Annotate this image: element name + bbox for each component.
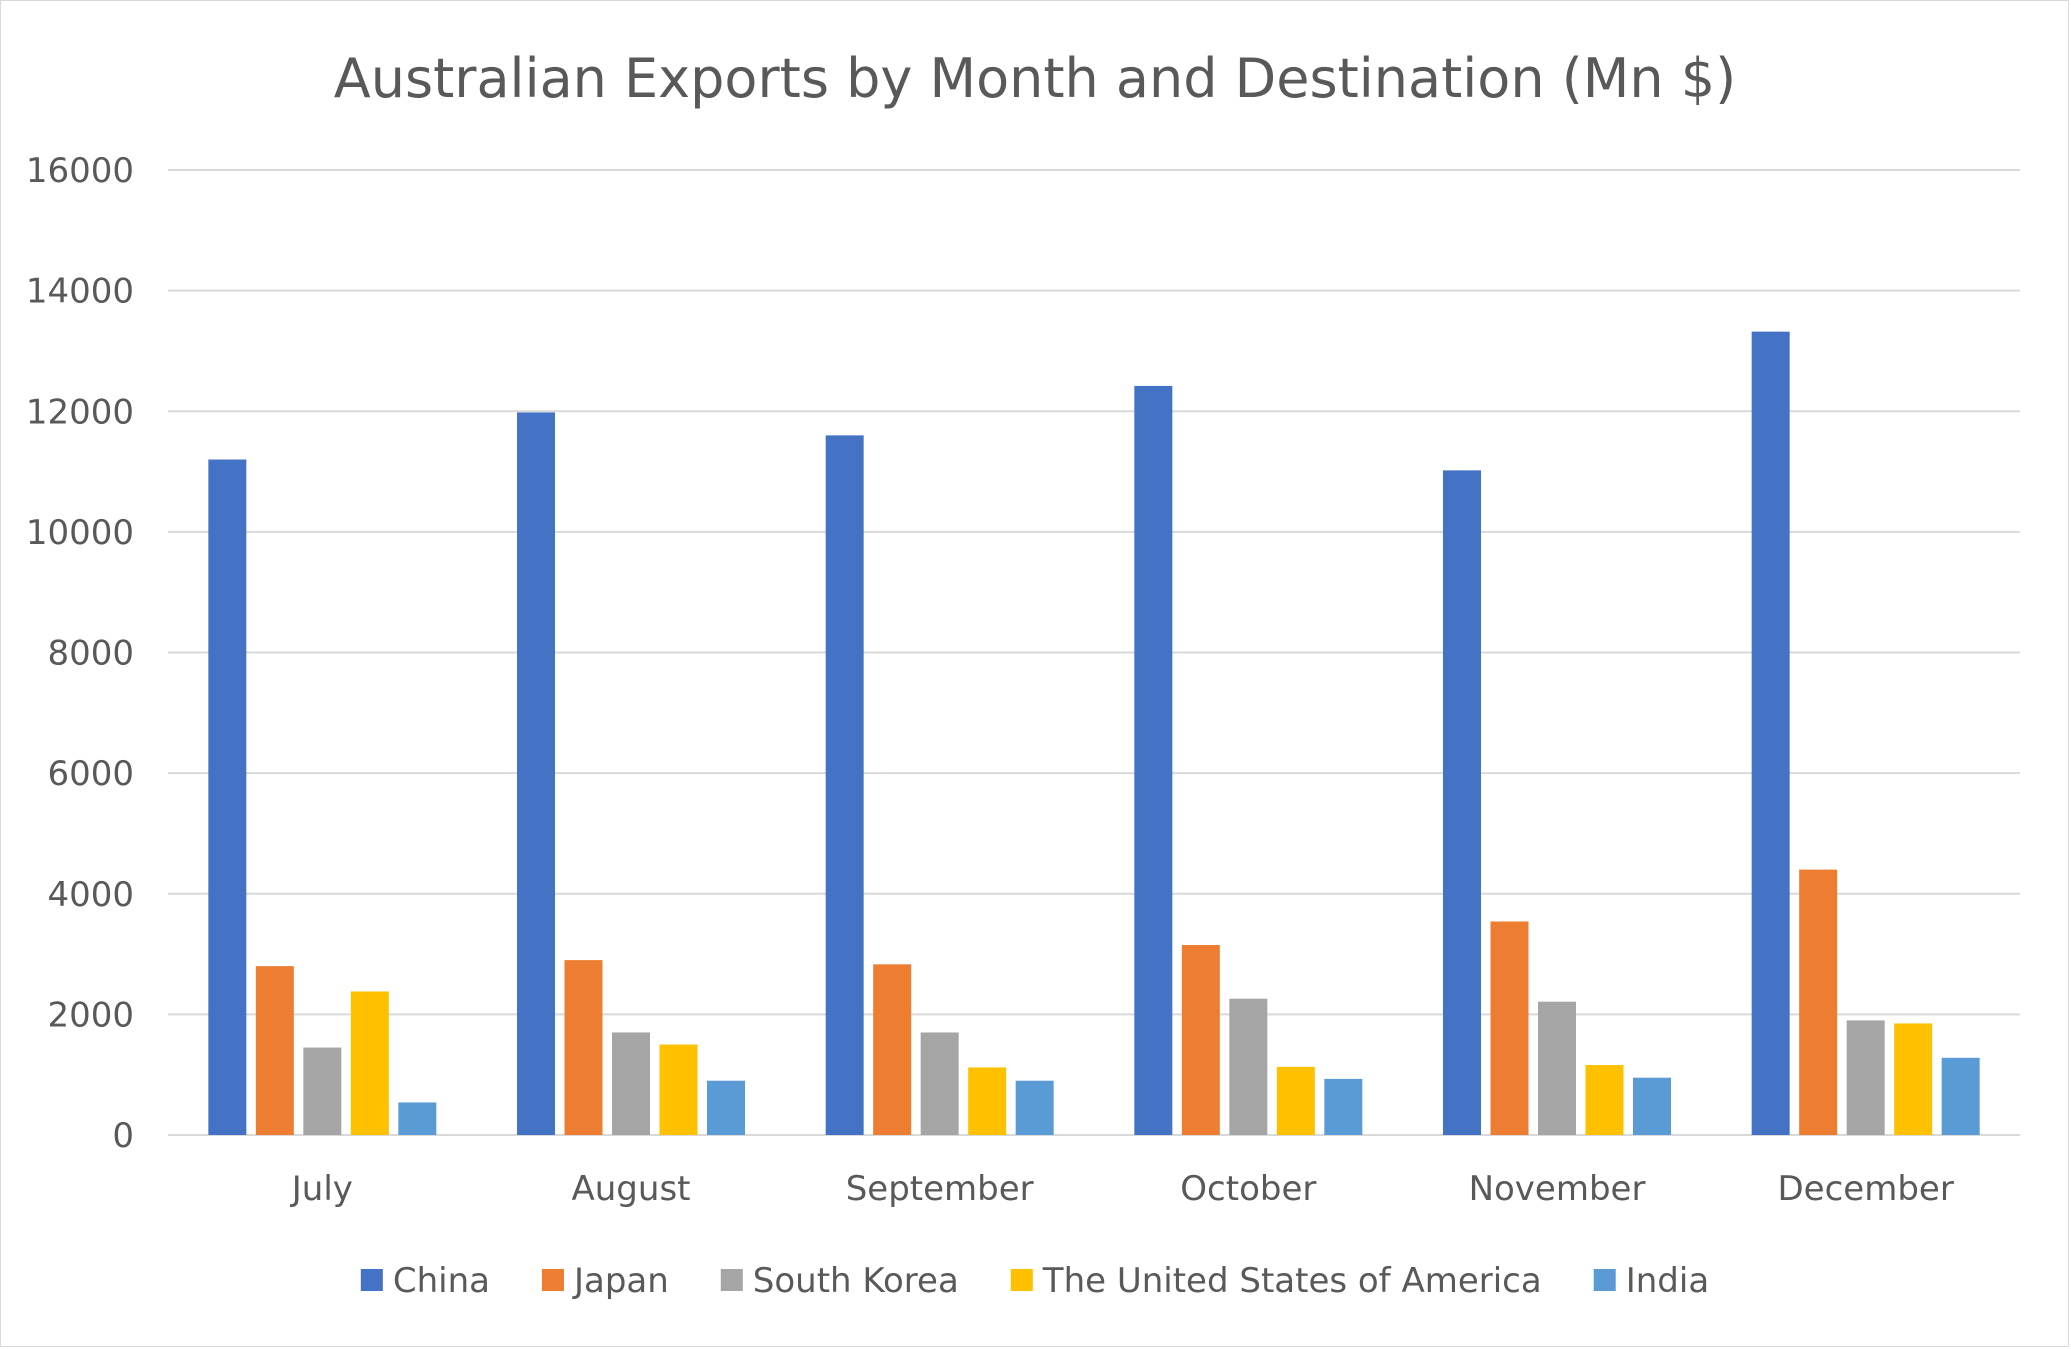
x-axis-ticks: July August September October November Decemb… bbox=[290, 1169, 1954, 1209]
bar-december-japan bbox=[1799, 869, 1838, 1135]
y-tick-label: 14000 bbox=[26, 272, 134, 312]
bar-november-south-korea bbox=[1538, 1001, 1576, 1135]
bar-september-the-united-states-of-america bbox=[968, 1067, 1007, 1135]
x-tick-label: September bbox=[846, 1169, 1034, 1209]
legend-label: The United States of America bbox=[1042, 1261, 1542, 1301]
legend-swatch bbox=[1593, 1269, 1616, 1291]
bar-november-india bbox=[1633, 1077, 1671, 1135]
bar-july-south-korea bbox=[303, 1047, 342, 1135]
x-tick-label: August bbox=[572, 1169, 691, 1209]
legend-swatch bbox=[541, 1269, 564, 1291]
bar-september-japan bbox=[873, 964, 912, 1135]
y-tick-label: 12000 bbox=[26, 392, 134, 432]
legend-swatch bbox=[720, 1269, 743, 1291]
bar-october-the-united-states-of-america bbox=[1276, 1066, 1315, 1135]
bar-july-china bbox=[208, 459, 247, 1135]
y-axis-ticks: 0 2000 4000 6000 8000 10000 12000 14000 16000 bbox=[26, 151, 134, 1156]
bar-october-india bbox=[1324, 1078, 1363, 1135]
bar-december-south-korea bbox=[1846, 1020, 1885, 1135]
bar-november-china bbox=[1443, 470, 1481, 1135]
bar-august-japan bbox=[564, 960, 603, 1135]
bar-august-south-korea bbox=[612, 1032, 650, 1135]
bar-october-south-korea bbox=[1229, 998, 1268, 1135]
legend-item-the-united-states-of-america: The United States of America bbox=[1010, 1261, 1542, 1301]
y-tick-label: 4000 bbox=[47, 875, 134, 915]
bar-july-india bbox=[398, 1102, 437, 1135]
x-tick-label: July bbox=[290, 1169, 353, 1209]
bar-december-india bbox=[1941, 1057, 1980, 1135]
legend-item-china: China bbox=[360, 1261, 490, 1301]
bar-december-china bbox=[1751, 331, 1790, 1135]
bar-july-japan bbox=[255, 966, 294, 1135]
legend-label: South Korea bbox=[753, 1261, 959, 1301]
legend-item-japan: Japan bbox=[541, 1261, 669, 1301]
x-tick-label: October bbox=[1180, 1169, 1316, 1209]
x-tick-label: November bbox=[1469, 1169, 1646, 1209]
y-tick-label: 16000 bbox=[26, 151, 134, 191]
y-tick-label: 2000 bbox=[47, 995, 134, 1035]
x-tick-label: December bbox=[1778, 1169, 1954, 1209]
legend-swatch bbox=[1010, 1269, 1033, 1291]
bars bbox=[208, 331, 1980, 1135]
bar-november-the-united-states-of-america bbox=[1585, 1065, 1624, 1135]
y-tick-label: 6000 bbox=[47, 754, 134, 794]
legend-label: Japan bbox=[572, 1261, 669, 1301]
legend-label: India bbox=[1626, 1261, 1709, 1301]
y-tick-label: 10000 bbox=[26, 513, 134, 553]
legend: China Japan South Korea The United States o… bbox=[360, 1261, 1709, 1301]
gridlines bbox=[168, 169, 2020, 1136]
bar-august-the-united-states-of-america bbox=[659, 1044, 698, 1135]
bar-august-india bbox=[707, 1080, 745, 1135]
y-tick-label: 0 bbox=[112, 1116, 134, 1156]
bar-october-china bbox=[1134, 385, 1173, 1135]
legend-item-india: India bbox=[1593, 1261, 1709, 1301]
legend-swatch bbox=[360, 1269, 383, 1291]
bar-december-the-united-states-of-america bbox=[1894, 1023, 1933, 1135]
bar-august-china bbox=[517, 412, 555, 1135]
bar-september-china bbox=[825, 435, 864, 1135]
bar-september-india bbox=[1015, 1080, 1054, 1135]
bar-october-japan bbox=[1181, 945, 1220, 1135]
bar-july-the-united-states-of-america bbox=[350, 991, 389, 1135]
legend-label: China bbox=[393, 1261, 490, 1301]
bar-november-japan bbox=[1490, 921, 1529, 1135]
chart-title: Australian Exports by Month and Destinat… bbox=[334, 47, 1736, 110]
legend-item-south-korea: South Korea bbox=[720, 1261, 959, 1301]
y-tick-label: 8000 bbox=[47, 634, 134, 674]
bar-september-south-korea bbox=[920, 1032, 959, 1135]
